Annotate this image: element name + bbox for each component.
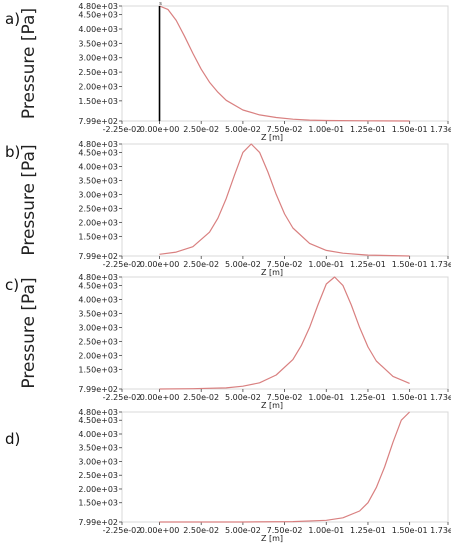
y-tick-label: 4.50e+03 [78,148,118,157]
panel-label: d) [5,430,20,448]
x-tick-label: 1.50e-01 [392,393,428,402]
x-tick-label: 1.00e-01 [308,526,344,535]
x-tick-label: 1.25e-01 [350,260,386,269]
x-tick-label: 7.50e-02 [267,260,303,269]
x-tick-label: -2.25e-02 [103,393,142,402]
y-tick-label: 3.50e+03 [78,39,118,48]
y-tick-label: 2.00e+03 [78,82,118,91]
x-tick-label: 1.50e-01 [392,526,428,535]
x-tick-label: 2.50e-02 [183,125,219,134]
y-tick-label: 3.50e+03 [78,176,118,185]
x-tick-label: 2.50e-02 [183,526,219,535]
pressure-series-line [159,143,410,257]
y-tick-label: 2.50e+03 [78,471,118,480]
panel-1: 4.80e+034.50e+03 4.00e+03 3.50e+03 3.00e+03… [5,1,451,142]
x-axis-label: Z [m] [261,534,283,543]
x-tick-label: 1.73e-01 [430,260,451,269]
y-tick-label: 4.00e+03 [78,430,118,439]
x-tick-label: 0.00e+00 [140,260,180,269]
y-tick-label: 4.00e+03 [78,295,118,304]
y-tick-label: 3.50e+03 [78,309,118,318]
y-tick-label: 3.00e+03 [78,54,118,63]
x-tick-label: 0.00e+00 [140,526,180,535]
y-tick-label: 4.80e+03 [78,2,118,11]
x-tick-label: 0.00e+00 [140,393,180,402]
pressure-series-line [159,411,411,523]
y-tick-label: 4.80e+03 [78,140,118,149]
x-tick-label: 7.50e-02 [267,125,303,134]
y-axis-label: Pressure [Pa] [19,144,39,255]
y-tick-label: 3.00e+03 [78,457,118,466]
x-tick-label: -2.25e-02 [103,260,142,269]
x-tick-label: 5.00e-02 [225,526,261,535]
y-tick-label: 2.50e+03 [78,68,118,77]
x-tick-label: -2.25e-02 [103,125,142,134]
y-tick-label: 2.50e+03 [78,204,118,213]
x-tick-label: 1.25e-01 [350,526,386,535]
x-tick-label: 2.50e-02 [183,393,219,402]
plot-frame [121,276,449,390]
x-tick-label: 1.00e-01 [308,260,344,269]
plot-frame [121,143,449,257]
x-tick-label: 1.00e-01 [308,393,344,402]
x-tick-label: 5.00e-02 [225,125,261,134]
x-axis-label: Z [m] [261,133,283,142]
y-tick-label: 4.50e+03 [78,416,118,425]
panel-label: c) [5,276,19,294]
pressure-series-line [159,5,410,122]
panel-4: 4.80e+034.50e+03 4.00e+03 3.50e+03 3.00e+03… [5,408,451,543]
x-tick-label: 5.00e-02 [225,393,261,402]
y-tick-label: 1.50e+03 [78,499,118,508]
y-tick-label: 4.50e+03 [78,11,118,20]
y-axis-label: Pressure [Pa] [19,8,39,119]
y-tick-label: 2.50e+03 [78,337,118,346]
y-tick-label: 4.00e+03 [78,162,118,171]
x-tick-label: 1.50e-01 [392,125,428,134]
y-tick-label: 1.50e+03 [78,97,118,106]
x-tick-label: 7.50e-02 [267,393,303,402]
plot-frame [121,411,449,523]
x-tick-label: 1.73e-01 [430,526,451,535]
x-tick-label: -2.25e-02 [103,526,142,535]
y-tick-label: 1.50e+03 [78,232,118,241]
y-tick-label: 3.00e+03 [78,190,118,199]
x-tick-label: 0.00e+00 [140,125,180,134]
x-tick-label: 1.25e-01 [350,393,386,402]
y-tick-label: 7.99e+02 [78,117,118,126]
x-tick-label: 1.00e-01 [308,125,344,134]
panel-label: b) [5,143,20,161]
y-tick-label: 1.50e+03 [78,365,118,374]
x-axis-label: Z [m] [261,401,283,410]
pressure-series-line [159,276,410,390]
y-tick-label: 4.00e+03 [78,25,118,34]
panel-3: 4.80e+034.50e+03 4.00e+03 3.50e+03 3.00e+03… [5,273,451,410]
x-tick-label: 1.25e-01 [350,125,386,134]
x-tick-label: 1.50e-01 [392,260,428,269]
y-tick-label: 2.00e+03 [78,218,118,227]
y-tick-label: 7.99e+02 [78,518,118,527]
y-tick-label: 2.00e+03 [78,351,118,360]
x-tick-label: 5.00e-02 [225,260,261,269]
panel-2: 4.80e+034.50e+03 4.00e+03 3.50e+03 3.00e+03… [5,140,451,277]
x-tick-label: 7.50e-02 [267,526,303,535]
y-tick-label: 3.50e+03 [78,444,118,453]
y-tick-label: 4.50e+03 [78,281,118,290]
y-tick-label: 4.80e+03 [78,273,118,282]
y-tick-label: 7.99e+02 [78,385,118,394]
y-axis-label: Pressure [Pa] [19,277,39,388]
x-tick-label: 1.73e-01 [430,125,451,134]
x-tick-label: 2.50e-02 [183,260,219,269]
x-tick-label: 1.73e-01 [430,393,451,402]
position-marker-label: s [159,1,162,7]
panel-label: a) [5,10,20,28]
y-tick-label: 4.80e+03 [78,408,118,417]
y-tick-label: 3.00e+03 [78,323,118,332]
plot-frame [121,5,449,122]
y-tick-label: 7.99e+02 [78,252,118,261]
x-axis-label: Z [m] [261,268,283,277]
y-tick-label: 2.00e+03 [78,485,118,494]
